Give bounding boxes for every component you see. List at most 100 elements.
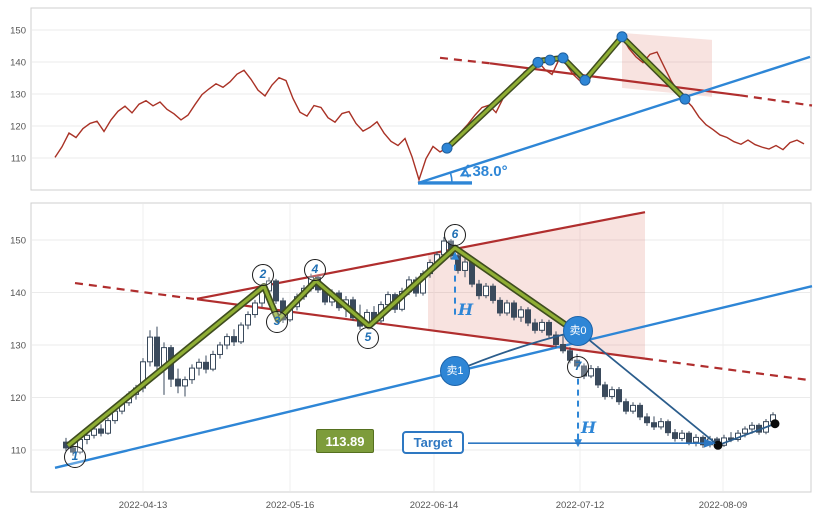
candle-body <box>504 302 510 314</box>
candle-body <box>147 336 153 363</box>
trend-line <box>417 55 811 185</box>
candle-body <box>175 378 181 387</box>
candle-body <box>497 299 503 314</box>
candle-body <box>217 344 223 355</box>
candle-body <box>637 404 643 418</box>
pivot-dot <box>544 54 556 66</box>
candle-body <box>203 361 209 370</box>
candle-body <box>532 322 538 331</box>
y-tick-label: 130 <box>10 341 26 352</box>
candle-body <box>672 432 678 439</box>
candle-body <box>182 379 188 387</box>
height-label-2: H <box>581 418 597 437</box>
pivot-circle-5: 5 <box>357 326 379 349</box>
pivot-circle-2: 2 <box>252 263 274 286</box>
x-tick-label: 2022-08-09 <box>699 500 748 511</box>
pivot-circle-7: 7 <box>567 355 589 378</box>
y-tick-label: 130 <box>10 90 26 101</box>
candle-body <box>196 361 202 369</box>
y-tick-label: 140 <box>10 58 26 69</box>
y-tick-label: 120 <box>10 122 26 133</box>
pivot-circle-1: 1 <box>64 446 86 469</box>
pivot-dot <box>557 52 569 64</box>
pivot-circle-6: 6 <box>444 223 466 246</box>
x-tick-label: 2022-05-16 <box>266 500 315 511</box>
y-tick-label: 110 <box>11 154 26 165</box>
candle-body <box>749 424 755 430</box>
pivot-dot <box>532 56 544 68</box>
height-label-1: H <box>458 300 474 319</box>
candle-body <box>273 280 279 302</box>
candle-body <box>546 321 552 336</box>
pivot-dot <box>616 31 628 43</box>
target-arrowhead-icon <box>704 438 716 448</box>
y-tick-label: 110 <box>11 446 26 457</box>
candle-body <box>189 367 195 381</box>
candle-body <box>490 285 496 301</box>
candle-body <box>539 321 545 331</box>
candle-body <box>238 324 244 343</box>
y-tick-label: 140 <box>10 288 26 299</box>
x-tick-label: 2022-07-12 <box>556 500 605 511</box>
candle-body <box>210 353 216 370</box>
candle-body <box>525 309 531 324</box>
candle-body <box>742 428 748 434</box>
pivot-dot <box>679 93 691 105</box>
candle-body <box>623 401 629 412</box>
candle-body <box>98 428 104 434</box>
candle-body <box>518 309 524 318</box>
target-label: Target <box>402 431 464 454</box>
candle-body <box>231 336 237 343</box>
candle-body <box>84 434 90 440</box>
candle-body <box>658 421 664 428</box>
x-tick-label: 2022-06-14 <box>410 500 459 511</box>
candle-body <box>679 432 685 439</box>
candle-body <box>511 302 517 318</box>
candle-body <box>595 368 601 386</box>
pattern-fill-zone <box>622 32 712 97</box>
candle-body <box>91 428 97 436</box>
candle-body <box>245 314 251 326</box>
pattern-fill-zone <box>428 212 645 359</box>
candle-body <box>476 283 482 297</box>
candle-body <box>553 334 559 345</box>
candle-body <box>252 302 258 316</box>
y-tick-label: 150 <box>10 26 26 37</box>
sell-signal-0-badge: 卖0 <box>563 316 593 346</box>
candle-body <box>588 368 594 377</box>
zigzag-line <box>445 35 687 150</box>
candle-body <box>665 421 671 434</box>
candle-body <box>154 336 160 367</box>
y-tick-label: 120 <box>10 393 26 404</box>
pivot-dot <box>441 142 453 154</box>
candle-body <box>644 416 650 424</box>
candle-body <box>483 285 489 297</box>
angle-annotation: ∡38.0° <box>459 163 508 180</box>
candle-body <box>651 422 657 428</box>
angle-arc <box>449 172 453 184</box>
candle-body <box>609 389 615 397</box>
pivot-dot <box>579 74 591 86</box>
candle-body <box>224 336 230 346</box>
candle-body <box>616 389 622 403</box>
sell-signal-1-badge: 卖1 <box>440 356 470 386</box>
candle-body <box>693 436 699 443</box>
wedge-lower-line <box>74 281 198 301</box>
x-tick-label: 2022-04-13 <box>119 500 168 511</box>
end-dot <box>713 440 723 450</box>
candle-body <box>560 343 566 352</box>
arrow-up-icon <box>451 251 459 260</box>
candle-body <box>686 432 692 443</box>
price-target-value: 113.89 <box>316 429 374 453</box>
support-line <box>54 285 813 470</box>
pivot-circle-4: 4 <box>304 259 326 282</box>
candle-body <box>105 420 111 434</box>
candle-body <box>630 404 636 412</box>
candle-body <box>462 261 468 271</box>
pivot-circle-3: 3 <box>266 311 288 334</box>
candle-body <box>455 255 461 271</box>
candle-body <box>602 384 608 397</box>
y-tick-label: 150 <box>10 236 26 247</box>
